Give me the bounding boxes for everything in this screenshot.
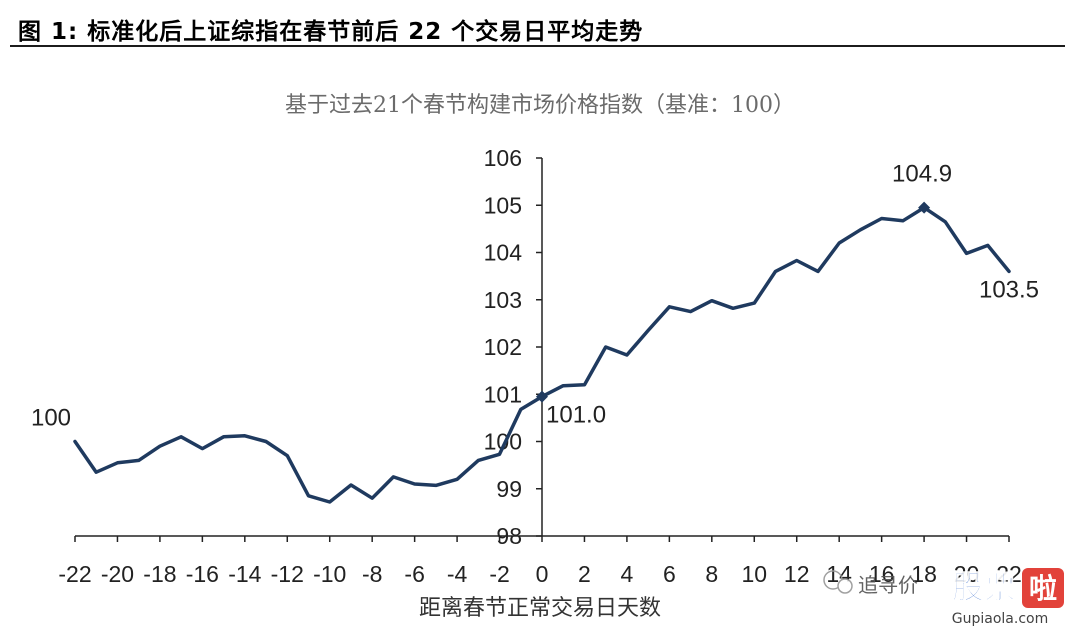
y-tick-label: 98 <box>496 523 522 549</box>
x-tick-label: -6 <box>404 561 424 587</box>
data-label: 104.9 <box>892 161 952 188</box>
x-tick-label: -22 <box>58 561 91 587</box>
x-tick-label: 16 <box>869 561 895 587</box>
x-tick-label: 22 <box>996 561 1022 587</box>
markers-group <box>536 201 931 403</box>
watermark-brand: 股票 <box>952 568 1016 606</box>
x-tick-label: -14 <box>228 561 261 587</box>
x-axis-label: 距离春节正常交易日天数 <box>419 596 661 621</box>
y-tick-label: 104 <box>484 240 523 266</box>
watermark-site: Gupiaola.com <box>952 611 1048 627</box>
x-tick-label: 2 <box>578 561 591 587</box>
x-tick-label: 12 <box>784 561 810 587</box>
y-tick-label: 105 <box>484 192 522 218</box>
watermark-badge <box>1022 568 1064 608</box>
chart-title: 基于过去21个春节构建市场价格指数（基准：100） <box>285 93 795 118</box>
figure-header: 图 1: 标准化后上证综指在春节前后 22 个交易日平均走势 <box>0 0 1075 47</box>
y-tick-label: 106 <box>484 145 522 171</box>
figure-divider <box>10 45 1065 47</box>
x-tick-label: -20 <box>101 561 134 587</box>
x-axis-ticks: -22 -20 -18 -16 -14 -12 -10 -8 -6 -4 -2 0 2 4 6 8 10 12 14… <box>58 536 1022 587</box>
x-tick-label: 0 <box>536 561 549 587</box>
y-tick-label: 99 <box>496 476 522 502</box>
data-point-marker <box>536 390 548 403</box>
x-tick-label: -8 <box>362 561 382 587</box>
x-tick-label: -16 <box>186 561 219 587</box>
data-label: 100 <box>31 405 71 432</box>
x-tick-label: -18 <box>143 561 176 587</box>
watermark: 追寻价 股票 啦 Gupiaola.com <box>823 568 1064 627</box>
figure-caption: 图 1: 标准化后上证综指在春节前后 22 个交易日平均走势 <box>18 19 644 45</box>
data-label: 101.0 <box>546 402 606 429</box>
x-tick-label: 8 <box>705 561 718 587</box>
x-tick-label: -4 <box>447 561 468 587</box>
data-label: 103.5 <box>979 276 1039 303</box>
x-tick-label: -12 <box>271 561 304 587</box>
data-point-marker <box>918 201 931 214</box>
x-tick-label: 20 <box>954 561 980 587</box>
wechat-icon-bubble <box>837 578 853 594</box>
watermark-suffix: 啦 <box>1029 572 1057 605</box>
data-labels-group: 100 101.0 104.9 103.5 <box>31 161 1039 432</box>
y-tick-label: 102 <box>484 334 522 360</box>
x-tick-label: 6 <box>663 561 676 587</box>
x-tick-label: -10 <box>313 561 346 587</box>
y-tick-label: 101 <box>484 381 522 407</box>
watermark-prefix: 追寻价 <box>858 573 918 597</box>
x-tick-label: 18 <box>911 561 937 587</box>
x-tick-label: 4 <box>621 561 634 587</box>
x-tick-label: -2 <box>489 561 509 587</box>
y-tick-label: 103 <box>484 287 522 313</box>
x-tick-label: 10 <box>741 561 767 587</box>
